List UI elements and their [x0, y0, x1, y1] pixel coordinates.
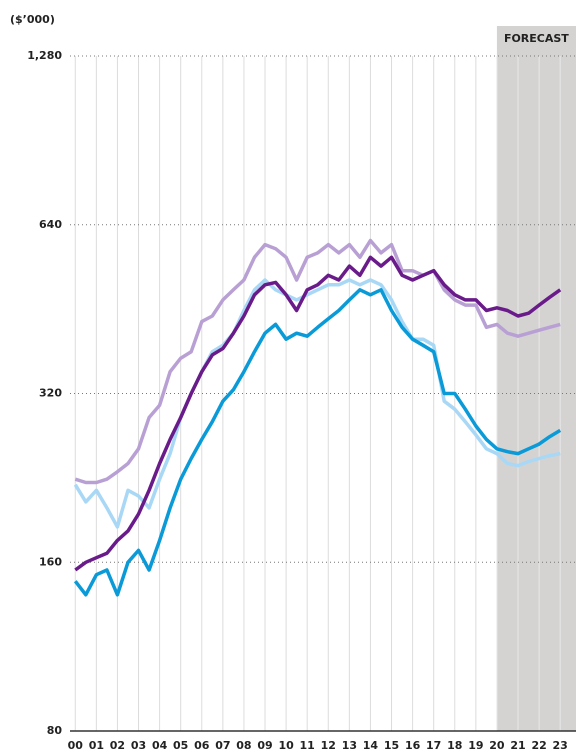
forecast-label: FORECAST: [504, 32, 569, 45]
y-tick-label: 80: [47, 724, 63, 737]
y-tick-label: 320: [39, 387, 62, 400]
x-tick-label: 13: [342, 739, 357, 752]
series-line: [74, 238, 561, 485]
series-line: [73, 288, 562, 597]
x-tick-label: 14: [363, 739, 379, 752]
x-tick-label: 03: [131, 739, 146, 752]
y-tick-label: 1,280: [27, 49, 62, 62]
y-tick-label: 640: [39, 218, 62, 231]
x-tick-label: 16: [405, 739, 421, 752]
x-tick-label: 02: [110, 739, 125, 752]
x-tick-label: 09: [257, 739, 272, 752]
x-tick-label: 18: [447, 739, 462, 752]
x-tick-label: 22: [531, 739, 546, 752]
x-tick-label: 00: [68, 739, 84, 752]
y-axis-label: ($’000): [10, 13, 55, 26]
x-tick-label: 06: [194, 739, 210, 752]
x-tick-label: 17: [426, 739, 441, 752]
x-tick-label: 05: [173, 739, 188, 752]
x-tick-label: 10: [278, 739, 294, 752]
series-line: [73, 278, 561, 529]
forecast-region: [496, 26, 576, 731]
series-line: [74, 255, 562, 572]
x-tick-label: 11: [300, 739, 315, 752]
x-tick-label: 23: [553, 739, 568, 752]
x-tick-label: 07: [215, 739, 230, 752]
y-tick-label: 160: [39, 555, 62, 568]
x-tick-label: 15: [384, 739, 399, 752]
x-tick-label: 21: [510, 739, 525, 752]
x-tick-label: 04: [152, 739, 168, 752]
x-tick-label: 01: [89, 739, 104, 752]
x-tick-label: 12: [321, 739, 336, 752]
x-tick-label: 19: [468, 739, 483, 752]
x-tick-label: 08: [236, 739, 251, 752]
x-tick-label: 20: [489, 739, 505, 752]
